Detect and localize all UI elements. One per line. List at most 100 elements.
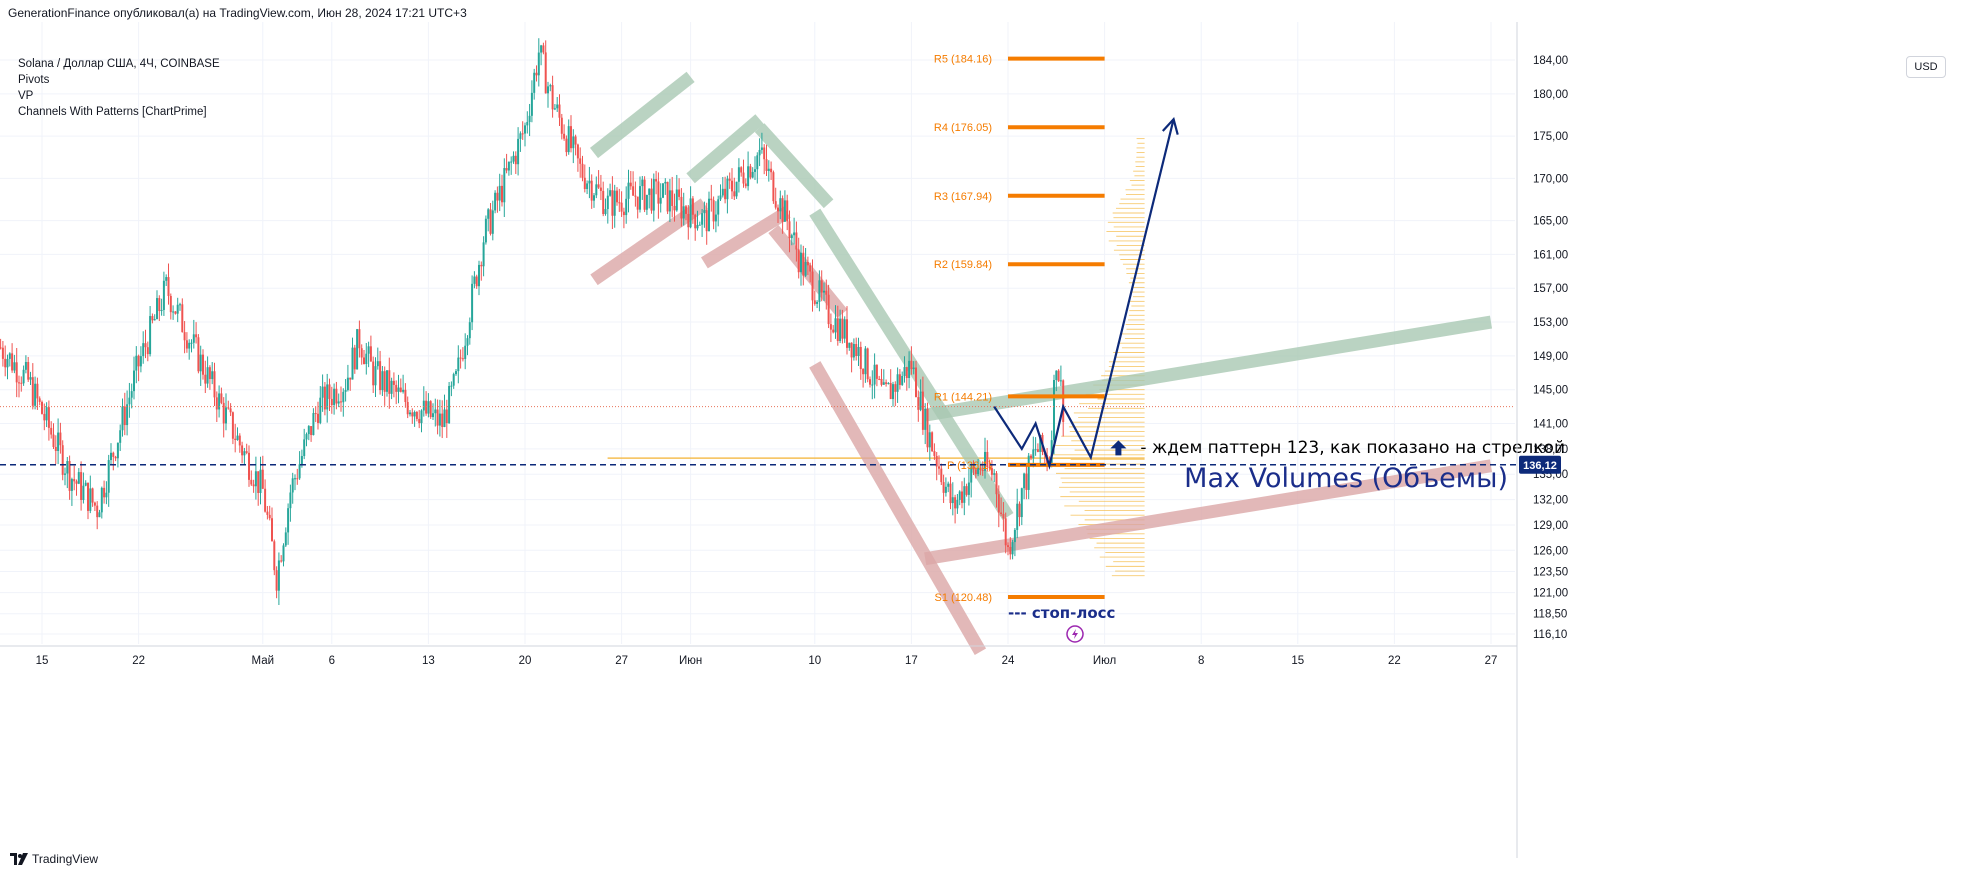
candle-body bbox=[464, 345, 467, 359]
candle-body bbox=[422, 400, 425, 411]
candle-body bbox=[728, 178, 731, 181]
candle-body bbox=[767, 168, 770, 171]
candle-body bbox=[1030, 455, 1032, 459]
candle-body bbox=[41, 401, 43, 414]
candle-body bbox=[307, 426, 310, 435]
candle-body bbox=[75, 481, 78, 484]
candle-body bbox=[721, 188, 724, 196]
y-tick-label: 126,00 bbox=[1533, 545, 1568, 557]
candle-body bbox=[379, 361, 382, 391]
candle-body bbox=[818, 280, 821, 302]
candle-body bbox=[843, 319, 846, 339]
candle-body bbox=[374, 366, 377, 386]
candle-body bbox=[574, 136, 577, 145]
legend-indicator-vp[interactable]: VP bbox=[18, 90, 34, 102]
candle-body bbox=[220, 393, 223, 403]
candle-body bbox=[236, 435, 239, 440]
stop-loss-label: --- стоп-лосс bbox=[1008, 604, 1115, 622]
chart-svg[interactable]: R5 (184.16) R4 (176.05) R3 (167.94) R2 (159… bbox=[0, 22, 1963, 858]
axes[interactable]: 184,00 180,00 175,00 170,00 165,00 161,00 157,… bbox=[0, 22, 1568, 858]
candle-body bbox=[20, 382, 23, 384]
candle-body bbox=[604, 209, 607, 215]
candle-body bbox=[271, 518, 273, 542]
candle-body bbox=[498, 185, 501, 201]
candle-body bbox=[521, 133, 524, 135]
candle-body bbox=[190, 342, 193, 344]
candle-body bbox=[1016, 503, 1019, 530]
candle-body bbox=[142, 343, 145, 357]
currency-button[interactable]: USD bbox=[1906, 56, 1946, 78]
candle-body bbox=[317, 413, 319, 423]
candle-body bbox=[144, 343, 147, 348]
candle-body bbox=[668, 190, 671, 212]
x-tick-label: 13 bbox=[422, 655, 435, 667]
candle-body bbox=[432, 413, 434, 418]
y-tick-label: 184,00 bbox=[1533, 55, 1568, 67]
candle-body bbox=[514, 155, 517, 165]
candle-body bbox=[103, 487, 106, 498]
y-tick-label: 180,00 bbox=[1533, 89, 1568, 101]
candle-body bbox=[675, 189, 678, 211]
candle-body bbox=[475, 276, 478, 287]
legend-indicator-pivots[interactable]: Pivots bbox=[18, 74, 50, 86]
candle-body bbox=[579, 158, 582, 164]
pattern-note: - ждем паттерн 123, как показано на стре… bbox=[1140, 438, 1565, 458]
candle-body bbox=[452, 374, 455, 386]
lightning-icon bbox=[1072, 629, 1078, 639]
candle-body bbox=[491, 210, 494, 234]
candle-body bbox=[673, 205, 676, 211]
candle-body bbox=[965, 486, 968, 495]
legend-symbol[interactable]: Solana / Доллар США, 4Ч, COINBASE bbox=[18, 58, 220, 70]
candle-body bbox=[351, 347, 354, 380]
candle-body bbox=[758, 149, 761, 156]
candle-body bbox=[760, 147, 763, 150]
candle-body bbox=[1057, 370, 1060, 382]
candle-body bbox=[468, 322, 471, 339]
candle-body bbox=[632, 186, 635, 196]
candle-body bbox=[972, 467, 975, 470]
candle-body bbox=[153, 319, 156, 321]
candle-body bbox=[636, 196, 639, 210]
candle-body bbox=[855, 343, 858, 357]
pivot-label: S1 (120.48) bbox=[935, 592, 992, 604]
legend-indicator-channels[interactable]: Channels With Patterns [ChartPrime] bbox=[18, 106, 207, 118]
candle-body bbox=[809, 265, 812, 272]
candle-body bbox=[282, 545, 285, 562]
x-tick-label: 6 bbox=[329, 655, 335, 667]
candle-body bbox=[542, 45, 545, 53]
y-tick-label: 161,00 bbox=[1533, 249, 1568, 261]
candle-body bbox=[149, 316, 152, 355]
candle-body bbox=[889, 383, 892, 400]
candle-body bbox=[15, 362, 18, 383]
candle-body bbox=[671, 190, 674, 206]
candle-body bbox=[602, 190, 605, 215]
pivot-label: R5 (184.16) bbox=[934, 54, 992, 66]
candle-body bbox=[305, 434, 308, 440]
candle-body bbox=[215, 397, 218, 410]
candle-body bbox=[747, 166, 750, 187]
candle-body bbox=[772, 172, 775, 202]
candle-body bbox=[289, 492, 292, 509]
candles[interactable] bbox=[0, 38, 1065, 606]
candle-body bbox=[641, 179, 644, 187]
arrow-up-icon bbox=[1110, 440, 1127, 456]
candle-body bbox=[441, 413, 444, 428]
footer-brand: TradingView bbox=[32, 852, 99, 866]
candle-body bbox=[411, 412, 414, 417]
y-tick-label: 138,00 bbox=[1533, 444, 1568, 456]
candle-body bbox=[383, 371, 386, 392]
candle-body bbox=[744, 183, 747, 187]
candle-body bbox=[823, 290, 825, 293]
candle-body bbox=[977, 467, 980, 475]
candle-body bbox=[360, 348, 363, 358]
candle-body bbox=[873, 364, 876, 385]
candle-body bbox=[926, 408, 929, 448]
candle-body bbox=[756, 155, 759, 170]
chart-area[interactable]: R5 (184.16) R4 (176.05) R3 (167.94) R2 (159… bbox=[0, 22, 1963, 858]
candle-body bbox=[395, 384, 398, 392]
candle-body bbox=[576, 144, 579, 159]
candle-body bbox=[158, 298, 161, 312]
chart-legend: Solana / Доллар США, 4Ч, COINBASE Pivots… bbox=[18, 56, 220, 120]
candle-body bbox=[717, 199, 720, 215]
candle-body bbox=[346, 377, 349, 391]
